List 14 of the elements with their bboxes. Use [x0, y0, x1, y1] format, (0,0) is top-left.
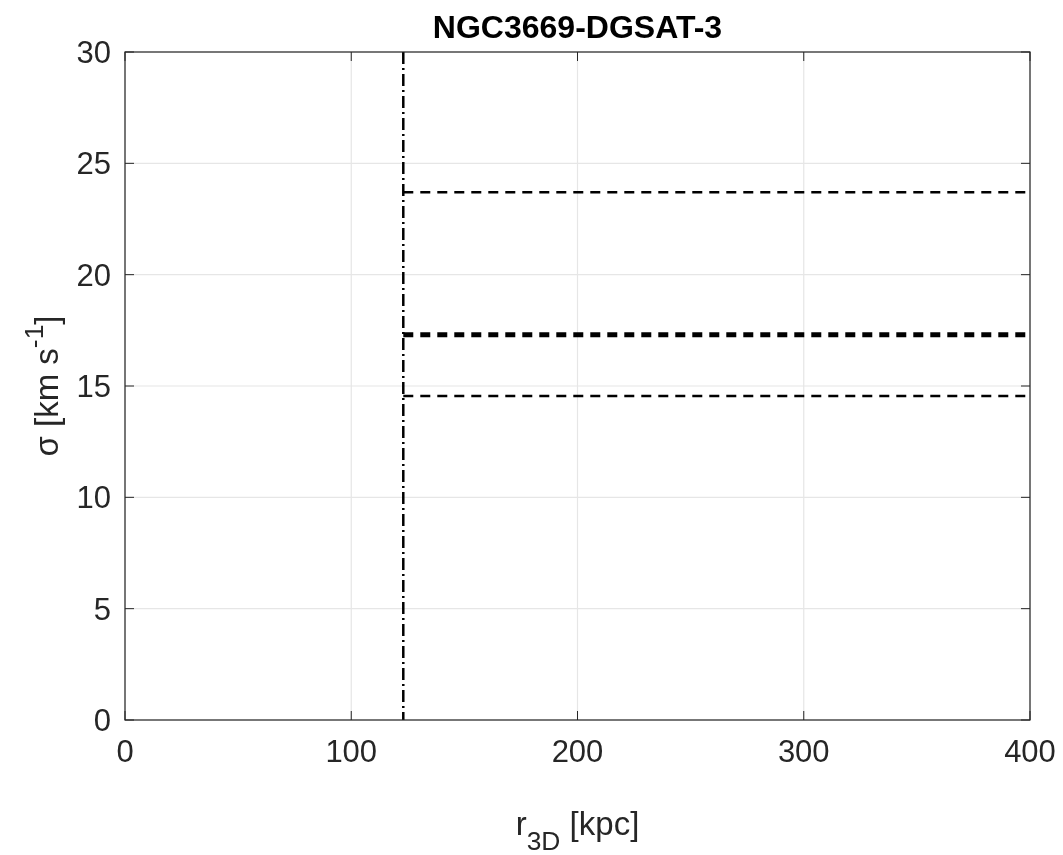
y-tick-label: 30 — [76, 35, 111, 70]
y-tick-label: 20 — [76, 257, 111, 293]
x-tick-label: 400 — [1004, 734, 1056, 769]
x-axis-title: r$_{3D}$ [kpc] — [515, 805, 640, 855]
x-tick-label: 100 — [325, 734, 378, 769]
y-tick-label: 5 — [93, 591, 111, 627]
x-tick-label: 0 — [116, 734, 134, 769]
y-tick-label: 10 — [76, 480, 111, 516]
chart-title: NGC3669-DGSAT-3 — [432, 9, 723, 45]
x-tick-label: 200 — [551, 734, 604, 769]
y-tick-label: 0 — [93, 703, 111, 738]
y-tick-label: 25 — [76, 146, 111, 182]
y-tick-label: 15 — [76, 369, 111, 404]
x-tick-label: 300 — [777, 734, 830, 769]
